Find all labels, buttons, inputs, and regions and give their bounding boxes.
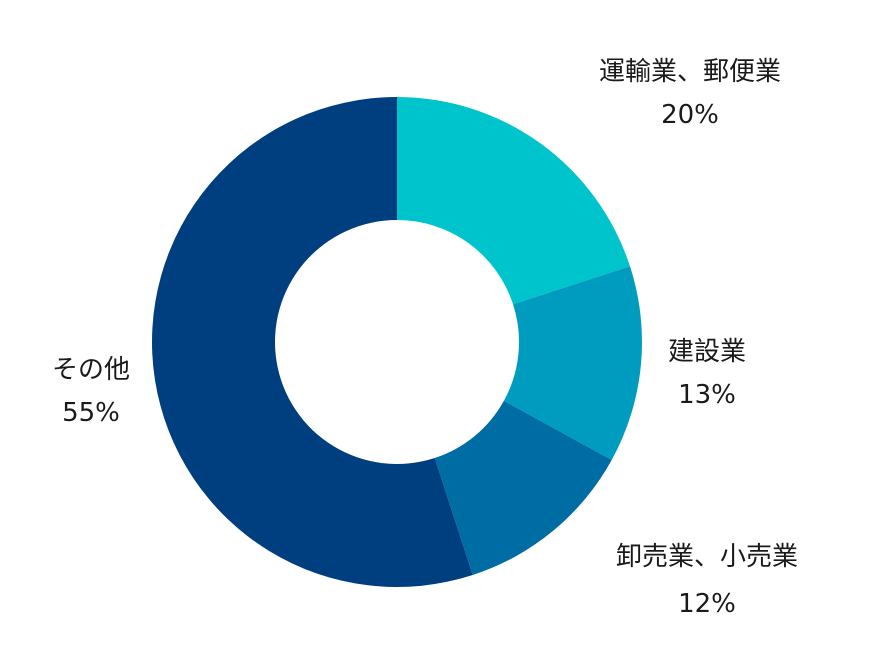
donut-labels: 運輸業、郵便業 20% 建設業 13% 卸売業、小売業 12% その他 55% bbox=[52, 57, 798, 619]
slice-value-label: 12% bbox=[678, 589, 736, 619]
donut-slice-2 bbox=[503, 266, 642, 461]
donut-slice-3 bbox=[434, 400, 612, 576]
slice-category-label: その他 bbox=[52, 355, 130, 385]
slice-value-label: 55% bbox=[62, 398, 120, 428]
slice-category-label: 卸売業、小売業 bbox=[616, 542, 798, 572]
slice-value-label: 20% bbox=[661, 100, 719, 130]
slice-value-label: 13% bbox=[678, 380, 736, 410]
slice-category-label: 運輸業、郵便業 bbox=[599, 57, 781, 87]
slice-category-label: 建設業 bbox=[668, 337, 746, 367]
donut-slice-4 bbox=[151, 97, 473, 587]
donut-slice-1 bbox=[397, 97, 631, 305]
donut-slices bbox=[151, 97, 642, 587]
